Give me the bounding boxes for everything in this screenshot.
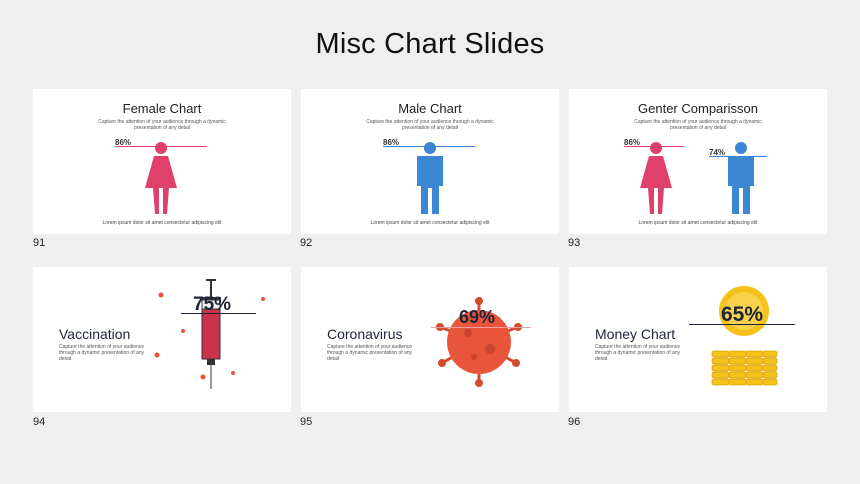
slide-title: Genter Comparisson [638, 101, 758, 116]
percent-label: 65% [721, 303, 764, 326]
percent-label: 69% [459, 307, 496, 327]
percent-label: 86% [383, 138, 400, 147]
slide-footer: Lorem ipsum dolor sit amet consectetur a… [102, 220, 222, 226]
slide-title: Male Chart [398, 101, 462, 116]
slide-title: Money Chart [595, 326, 676, 342]
page-title: Misc Chart Slides [315, 28, 545, 60]
slide-number: 92 [300, 237, 313, 249]
slide-subtitle: Capture the attention of your audience t… [327, 344, 413, 362]
percent-label: 75% [193, 294, 232, 315]
percent-line [431, 327, 531, 328]
slide-subtitle: Capture the attention of your audience t… [634, 119, 762, 131]
female-figure-icon [145, 142, 177, 214]
slide-subtitle: Capture the attention of your audience t… [59, 344, 145, 362]
slide-number: 94 [33, 416, 46, 428]
slide-number: 93 [568, 237, 581, 249]
slide-thumbnail-93[interactable]: Genter Comparisson Capture the attention… [569, 89, 827, 234]
virus-particles-decoration [154, 292, 265, 380]
male-percent-label: 74% [709, 148, 726, 157]
slide-thumbnail-91[interactable]: Female Chart Capture the attention of yo… [33, 89, 291, 234]
slide-footer: Lorem ipsum dolor sit amet consectetur a… [638, 220, 758, 226]
percent-label: 86% [115, 138, 132, 147]
male-figure-icon [417, 142, 443, 214]
male-figure-icon [728, 142, 754, 214]
slide-thumbnail-96[interactable]: Money Chart Capture the attention of you… [569, 267, 827, 412]
slide-thumbnail-94[interactable]: Vaccination Capture the attention of you… [33, 267, 291, 412]
slide-number: 91 [33, 237, 46, 249]
coronavirus-icon [436, 297, 522, 387]
slide-subtitle: Capture the attention of your audience t… [98, 119, 226, 131]
female-figure-icon [640, 142, 672, 214]
slide-footer: Lorem ipsum dolor sit amet consectetur a… [370, 220, 490, 226]
coin-stack-icon [711, 286, 778, 386]
syringe-icon [201, 279, 221, 389]
slide-title: Female Chart [122, 101, 202, 116]
slide-number: 95 [300, 416, 313, 428]
slide-title: Vaccination [59, 326, 131, 342]
slide-number: 96 [568, 416, 581, 428]
female-percent-label: 86% [624, 138, 641, 147]
slide-title: Coronavirus [327, 326, 403, 342]
percent-line [181, 313, 256, 314]
slide-subtitle: Capture the attention of your audience t… [595, 344, 681, 362]
percent-line [689, 324, 795, 325]
slide-subtitle: Capture the attention of your audience t… [366, 119, 494, 131]
slide-thumbnail-92[interactable]: Male Chart Capture the attention of your… [301, 89, 559, 234]
slide-thumbnail-95[interactable]: Coronavirus Capture the attention of you… [301, 267, 559, 412]
